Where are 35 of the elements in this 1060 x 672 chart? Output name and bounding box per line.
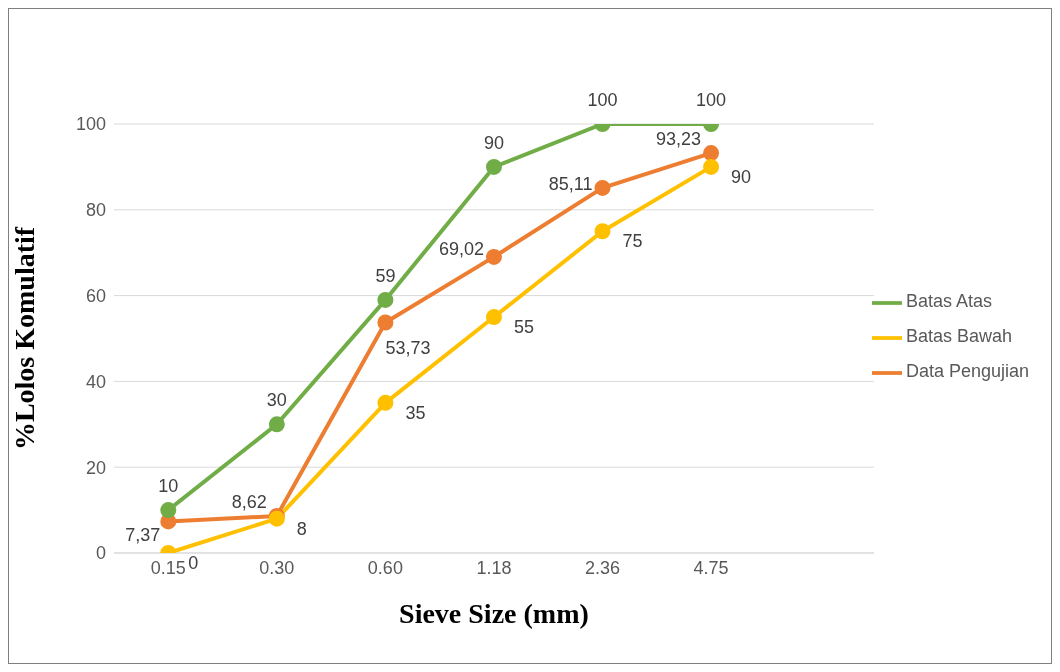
legend-label: Batas Bawah (905, 325, 1012, 346)
x-tick-label: 0.15 (150, 557, 186, 578)
data-label: 90 (483, 132, 504, 153)
y-tick-label: 40 (85, 371, 106, 392)
y-axis-title: %Lolos Komulatif (8, 226, 40, 451)
x-tick-label: 4.75 (693, 557, 729, 578)
x-tick-label: 0.60 (367, 557, 403, 578)
data-label: 35 (405, 402, 426, 423)
data-label: 75 (622, 231, 643, 252)
y-tick-label: 80 (85, 200, 106, 221)
data-label: 0 (188, 553, 199, 573)
x-axis-title: Sieve Size (mm) (399, 598, 589, 629)
y-tick-label: 60 (85, 285, 106, 306)
y-tick-label: 0 (95, 543, 106, 564)
data-label: 69,02 (438, 238, 484, 259)
data-label: 53,73 (385, 338, 431, 359)
data-label: 93,23 (656, 129, 702, 150)
data-label: 30 (266, 390, 287, 411)
data-label: 7,37 (125, 525, 161, 546)
data-label: 100 (587, 90, 618, 110)
data-label: 8 (296, 518, 307, 539)
data-label: 10 (158, 476, 179, 497)
data-label: 100 (696, 90, 727, 110)
legend-label: Batas Atas (905, 290, 992, 311)
y-tick-label: 100 (75, 114, 106, 135)
legend-label: Data Pengujian (905, 360, 1029, 381)
data-label: 85,11 (548, 173, 593, 194)
x-tick-label: 2.36 (584, 557, 621, 578)
data-label: 8,62 (231, 492, 267, 513)
x-tick-label: 1.18 (476, 557, 512, 578)
x-tick-label: 0.30 (259, 557, 295, 578)
y-tick-label: 20 (85, 457, 106, 478)
data-label: 55 (513, 317, 534, 338)
data-label: 59 (375, 265, 396, 286)
data-label: 90 (731, 166, 752, 187)
